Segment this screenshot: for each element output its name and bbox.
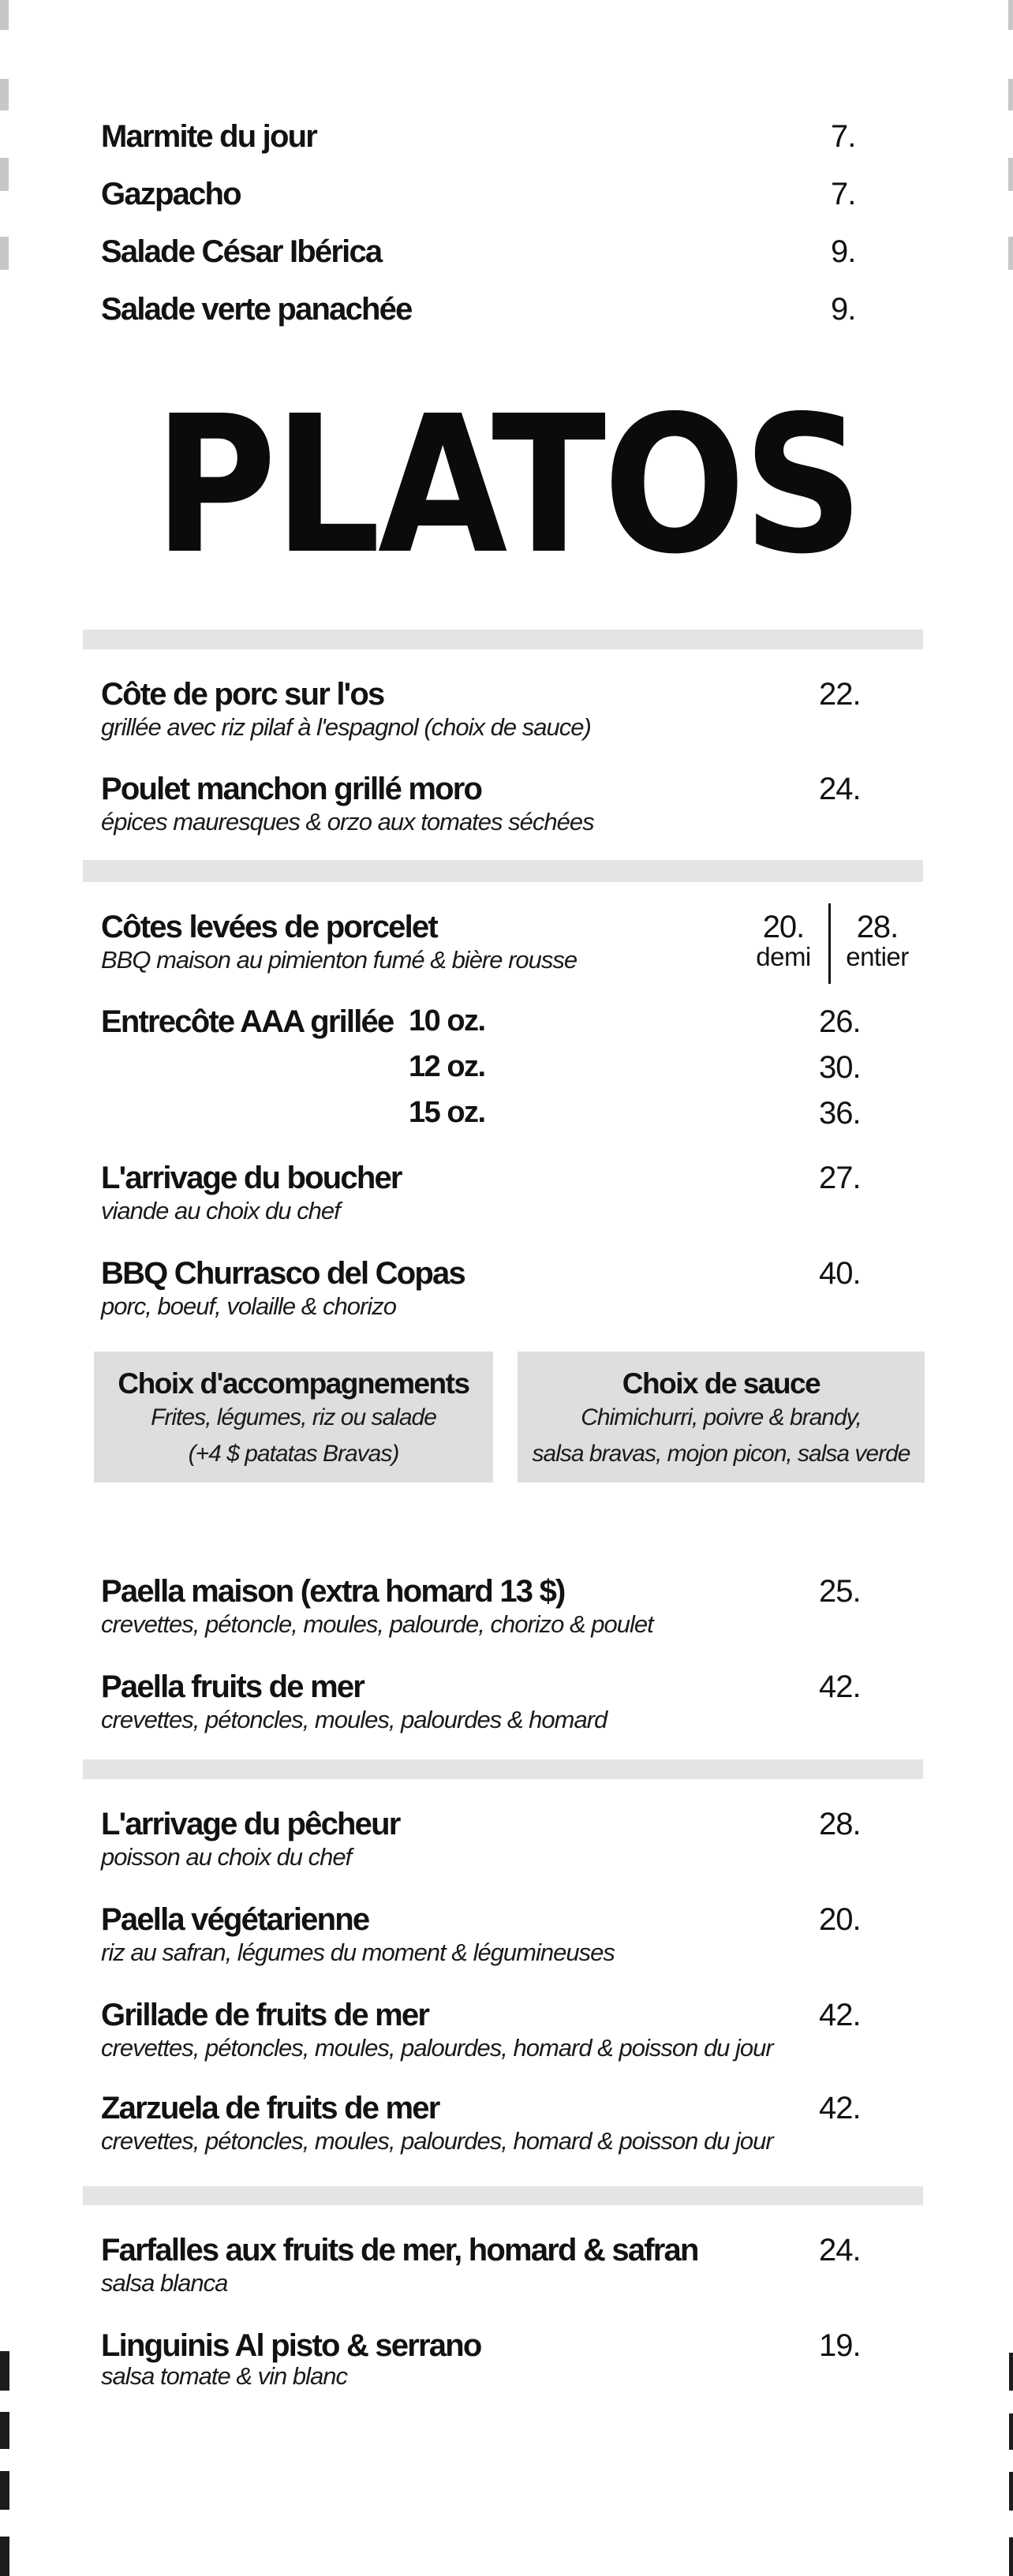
- item-price-zarzuela: 42.: [819, 2091, 862, 2125]
- item-title-entrecote: Entrecôte AAA grillée: [101, 1004, 394, 1039]
- sauce-choice-line1: Chimichurri, poivre & brandy,: [581, 1404, 862, 1430]
- item-price-marmite: 7.: [831, 119, 856, 154]
- item-price-arrivage-pecheur: 28.: [819, 1807, 862, 1841]
- item-title-linguinis: Linguinis Al pisto & serrano: [101, 2328, 482, 2363]
- item-price-farfalles: 24.: [819, 2233, 862, 2268]
- item-price-salade-cesar: 9.: [831, 234, 856, 269]
- page-edge-mark-bottom-left-4: [0, 2537, 9, 2576]
- item-title-arrivage-boucher: L'arrivage du boucher: [101, 1161, 403, 1195]
- sides-choice-line1: Frites, légumes, riz ou salade: [151, 1404, 437, 1430]
- price-column-separator: [828, 903, 831, 984]
- sauce-choice-line2: salsa bravas, mojon picon, salsa verde: [532, 1441, 911, 1467]
- page-edge-mark-bottom-left-2: [0, 2412, 9, 2449]
- item-title-zarzuela: Zarzuela de fruits de mer: [101, 2091, 440, 2125]
- item-desc-arrivage-boucher: viande au choix du chef: [101, 1197, 341, 1224]
- item-price-arrivage-boucher: 27.: [819, 1161, 862, 1195]
- sides-choice-title: Choix d'accompagnements: [118, 1367, 470, 1400]
- item-price-salade-verte: 9.: [831, 292, 856, 327]
- item-price-paella-vegetarienne: 20.: [819, 1902, 862, 1937]
- page-edge-mark-bottom-right-2: [1009, 2413, 1013, 2450]
- item-title-salade-verte: Salade verte panachée: [101, 292, 413, 327]
- section-divider-4: [83, 2186, 923, 2205]
- page-edge-mark-top-left-2: [0, 79, 9, 110]
- page-edge-mark-top-right-4: [1008, 237, 1013, 270]
- item-desc-linguinis: salsa tomate & vin blanc: [101, 2362, 348, 2390]
- item-desc-paella-vegetarienne: riz au safran, légumes du moment & légum…: [101, 1939, 615, 1966]
- item-size-entrecote-12oz: 12 oz.: [409, 1050, 486, 1083]
- item-price-cote-de-porc: 22.: [819, 677, 862, 712]
- item-label-cotes-levees-demi: demi: [756, 942, 811, 971]
- item-price-poulet-moro: 24.: [819, 772, 862, 806]
- item-desc-farfalles: salsa blanca: [101, 2269, 228, 2297]
- item-title-gazpacho: Gazpacho: [101, 177, 242, 211]
- item-title-arrivage-pecheur: L'arrivage du pêcheur: [101, 1807, 401, 1841]
- item-desc-bbq-churrasco: porc, boeuf, volaille & chorizo: [101, 1292, 397, 1320]
- section-divider-1: [83, 630, 923, 649]
- item-title-cote-de-porc: Côte de porc sur l'os: [101, 677, 385, 712]
- item-title-grillade: Grillade de fruits de mer: [101, 1998, 430, 2032]
- page-edge-mark-bottom-left-3: [0, 2471, 9, 2510]
- section-divider-2: [83, 860, 923, 882]
- section-divider-3: [83, 1759, 923, 1779]
- item-price-entrecote-12oz: 30.: [819, 1050, 862, 1085]
- item-desc-poulet-moro: épices mauresques & orzo aux tomates séc…: [101, 808, 595, 836]
- sauce-choice-box: Choix de sauce Chimichurri, poivre & bra…: [518, 1352, 925, 1482]
- item-desc-paella-fruits: crevettes, pétoncles, moules, palourdes …: [101, 1706, 607, 1733]
- item-title-salade-cesar: Salade César Ibérica: [101, 234, 383, 269]
- item-desc-arrivage-pecheur: poisson au choix du chef: [101, 1843, 352, 1871]
- item-price-paella-fruits: 42.: [819, 1669, 862, 1704]
- item-price-cotes-levees-entier: 28.: [856, 910, 899, 944]
- item-price-entrecote-15oz: 36.: [819, 1096, 862, 1131]
- page-edge-mark-top-right-2: [1008, 79, 1013, 110]
- page-edge-mark-top-left-4: [0, 237, 9, 270]
- page-edge-mark-top-right-3: [1008, 158, 1013, 191]
- item-size-entrecote-15oz: 15 oz.: [409, 1096, 486, 1129]
- item-price-gazpacho: 7.: [831, 177, 856, 211]
- item-title-cotes-levees: Côtes levées de porcelet: [101, 910, 439, 944]
- item-title-marmite: Marmite du jour: [101, 119, 318, 154]
- sauce-choice-title: Choix de sauce: [622, 1367, 821, 1400]
- item-size-entrecote-10oz: 10 oz.: [409, 1004, 486, 1038]
- section-heading-platos: PLATOS: [154, 375, 864, 596]
- page-edge-mark-bottom-right-1: [1009, 2353, 1013, 2391]
- item-price-linguinis: 19.: [819, 2328, 862, 2363]
- item-title-poulet-moro: Poulet manchon grillé moro: [101, 772, 483, 806]
- item-desc-zarzuela: crevettes, pétoncles, moules, palourdes,…: [101, 2127, 774, 2155]
- sides-choice-box: Choix d'accompagnements Frites, légumes,…: [94, 1352, 493, 1482]
- item-title-paella-maison: Paella maison (extra homard 13 $): [101, 1574, 566, 1609]
- item-desc-cote-de-porc: grillée avec riz pilaf à l'espagnol (cho…: [101, 713, 592, 741]
- item-label-cotes-levees-entier: entier: [846, 942, 909, 971]
- page-edge-mark-bottom-right-4: [1009, 2537, 1013, 2576]
- item-title-farfalles: Farfalles aux fruits de mer, homard & sa…: [101, 2233, 699, 2268]
- item-desc-grillade: crevettes, pétoncles, moules, palourdes,…: [101, 2034, 774, 2062]
- page-edge-mark-top-left-3: [0, 158, 9, 191]
- item-price-bbq-churrasco: 40.: [819, 1256, 862, 1291]
- item-price-entrecote-10oz: 26.: [819, 1004, 862, 1039]
- page-edge-mark-bottom-right-3: [1009, 2472, 1013, 2511]
- page-edge-mark-top-left-1: [0, 0, 9, 30]
- item-title-paella-fruits: Paella fruits de mer: [101, 1669, 365, 1704]
- item-desc-paella-maison: crevettes, pétoncle, moules, palourde, c…: [101, 1610, 654, 1638]
- page-edge-mark-top-right-1: [1008, 0, 1013, 30]
- item-price-cotes-levees-demi: 20.: [762, 910, 806, 944]
- item-title-bbq-churrasco: BBQ Churrasco del Copas: [101, 1256, 466, 1291]
- item-desc-cotes-levees: BBQ maison au pimienton fumé & bière rou…: [101, 946, 578, 974]
- sides-choice-line2: (+4 $ patatas Bravas): [188, 1441, 400, 1467]
- item-price-paella-maison: 25.: [819, 1574, 862, 1609]
- page-edge-mark-bottom-left-1: [0, 2351, 9, 2391]
- item-title-paella-vegetarienne: Paella végétarienne: [101, 1902, 370, 1937]
- item-price-grillade: 42.: [819, 1998, 862, 2032]
